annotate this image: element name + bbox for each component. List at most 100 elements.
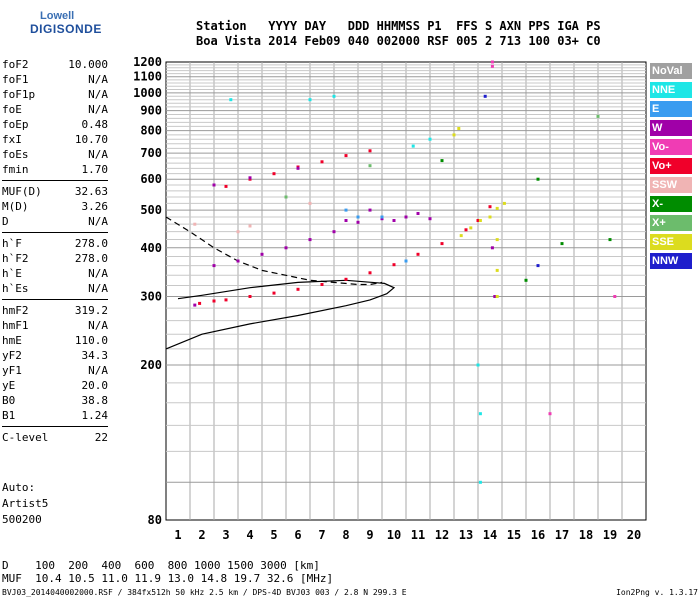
echo-point-w — [284, 246, 288, 250]
param-label: fmin — [2, 163, 29, 176]
legend-item: Vo- — [650, 139, 692, 155]
echo-point-vo — [198, 301, 202, 305]
param-value: 278.0 — [74, 252, 108, 265]
x-tick-label: 2 — [198, 528, 205, 542]
muf-table: D 100 200 400 600 800 1000 1500 3000 [km… — [2, 559, 333, 585]
y-tick-label: 600 — [140, 172, 162, 186]
program-version: Ion2Png v. 1.3.17 — [616, 588, 698, 597]
y-tick-label: 1100 — [133, 70, 162, 84]
param-row: foF1p N/A — [2, 87, 108, 102]
y-tick-label: 200 — [140, 358, 162, 372]
echo-point-w — [193, 303, 197, 307]
param-row: foEp 0.48 — [2, 117, 108, 132]
auto-scaling-info: Auto: Artist5 500200 — [2, 480, 48, 528]
echo-point-w — [490, 246, 494, 250]
param-value: 22 — [94, 431, 108, 444]
profile-curve-solid — [165, 279, 396, 350]
echo-point-vo — [344, 277, 348, 281]
header-line1: Station YYYY DAY DDD HHMMSS P1 FFS S AXN… — [196, 19, 601, 33]
param-row: h`E N/A — [2, 266, 108, 281]
param-value: 10.000 — [68, 58, 108, 71]
echo-point-vo — [476, 219, 480, 222]
echo-point-w — [212, 183, 216, 187]
x-tick-label: 9 — [366, 528, 373, 542]
param-row: h`F2 278.0 — [2, 251, 108, 266]
echo-point-vo — [320, 283, 324, 286]
echo-point-ssw — [193, 222, 197, 226]
artist-code: 500200 — [2, 513, 42, 526]
echo-point-w — [493, 295, 497, 298]
echo-point-sse — [495, 268, 499, 272]
parameters-panel: foF2 10.000 foF1 N/A foF1p N/A foE N/A foEp 0.48 f… — [2, 57, 108, 445]
file-info: BVJ03_2014040002000.RSF / 384fx512h 50 k… — [2, 588, 407, 597]
echo-point-x — [368, 164, 372, 168]
echo-point-vo — [416, 252, 420, 256]
legend-item: NNW — [650, 253, 692, 269]
x-tick-label: 14 — [483, 528, 497, 542]
param-value: 1.70 — [81, 163, 109, 176]
echo-point-x — [608, 238, 612, 242]
echo-point-x — [560, 242, 564, 246]
y-tick-label: 700 — [140, 146, 162, 160]
param-row: foF2 10.000 — [2, 57, 108, 72]
echo-point-nne — [478, 412, 482, 416]
param-row: hmF2 319.2 — [2, 303, 108, 318]
x-tick-label: 3 — [222, 528, 229, 542]
echo-point-w — [356, 220, 360, 224]
echo-point-vo — [490, 64, 494, 68]
param-label: foF1 — [2, 73, 29, 86]
echo-point-ssw — [236, 230, 240, 234]
param-label: hmF1 — [2, 319, 29, 332]
distance-row: D 100 200 400 600 800 1000 1500 3000 [km… — [2, 559, 320, 572]
echo-point-vo — [464, 228, 468, 232]
logo-line1: Lowell — [40, 10, 75, 22]
param-row: B0 38.8 — [2, 393, 108, 408]
param-value: 38.8 — [81, 394, 109, 407]
echo-point-vo — [224, 298, 228, 302]
echo-point-w — [344, 219, 348, 222]
x-tick-label: 8 — [342, 528, 349, 542]
param-label: MUF(D) — [2, 185, 42, 198]
x-tick-label: 6 — [294, 528, 301, 542]
echo-point-w — [428, 217, 432, 221]
echo-point-w — [332, 230, 336, 234]
param-value: N/A — [88, 148, 108, 161]
param-row: M(D) 3.26 — [2, 199, 108, 214]
echo-point-sse — [495, 206, 499, 210]
param-row: MUF(D) 32.63 — [2, 184, 108, 199]
echo-point-w — [212, 264, 216, 268]
param-value: N/A — [88, 319, 108, 332]
x-tick-label: 11 — [411, 528, 425, 542]
echo-point-sse — [478, 219, 482, 222]
echo-point-w — [404, 215, 408, 219]
echo-point-nne — [332, 94, 336, 98]
echo-point-x — [524, 278, 528, 282]
x-tick-label: 1 — [174, 528, 181, 542]
param-row: foE N/A — [2, 102, 108, 117]
echo-point-e — [380, 215, 384, 219]
param-label: h`Es — [2, 282, 29, 295]
param-row: C-level 22 — [2, 430, 108, 445]
echo-point-sse — [495, 238, 499, 242]
param-value: 319.2 — [74, 304, 108, 317]
y-tick-label: 800 — [140, 124, 162, 138]
param-label: M(D) — [2, 200, 29, 213]
x-tick-label: 20 — [627, 528, 641, 542]
param-row: h`Es N/A — [2, 281, 108, 296]
param-value: 20.0 — [81, 379, 109, 392]
echo-point-w — [416, 212, 420, 215]
param-value: 278.0 — [74, 237, 108, 250]
echo-point-sse — [452, 133, 456, 137]
echo-point-e — [356, 215, 360, 219]
legend-item: X- — [650, 196, 692, 212]
x-tick-label: 16 — [531, 528, 545, 542]
echo-point-vo — [212, 299, 216, 303]
param-label: fxI — [2, 133, 22, 146]
x-tick-label: 5 — [270, 528, 277, 542]
echo-point-vo — [272, 291, 276, 295]
param-label: h`F — [2, 237, 22, 250]
x-tick-label: 17 — [555, 528, 569, 542]
param-value: 1.24 — [81, 409, 109, 422]
x-tick-label: 18 — [579, 528, 593, 542]
